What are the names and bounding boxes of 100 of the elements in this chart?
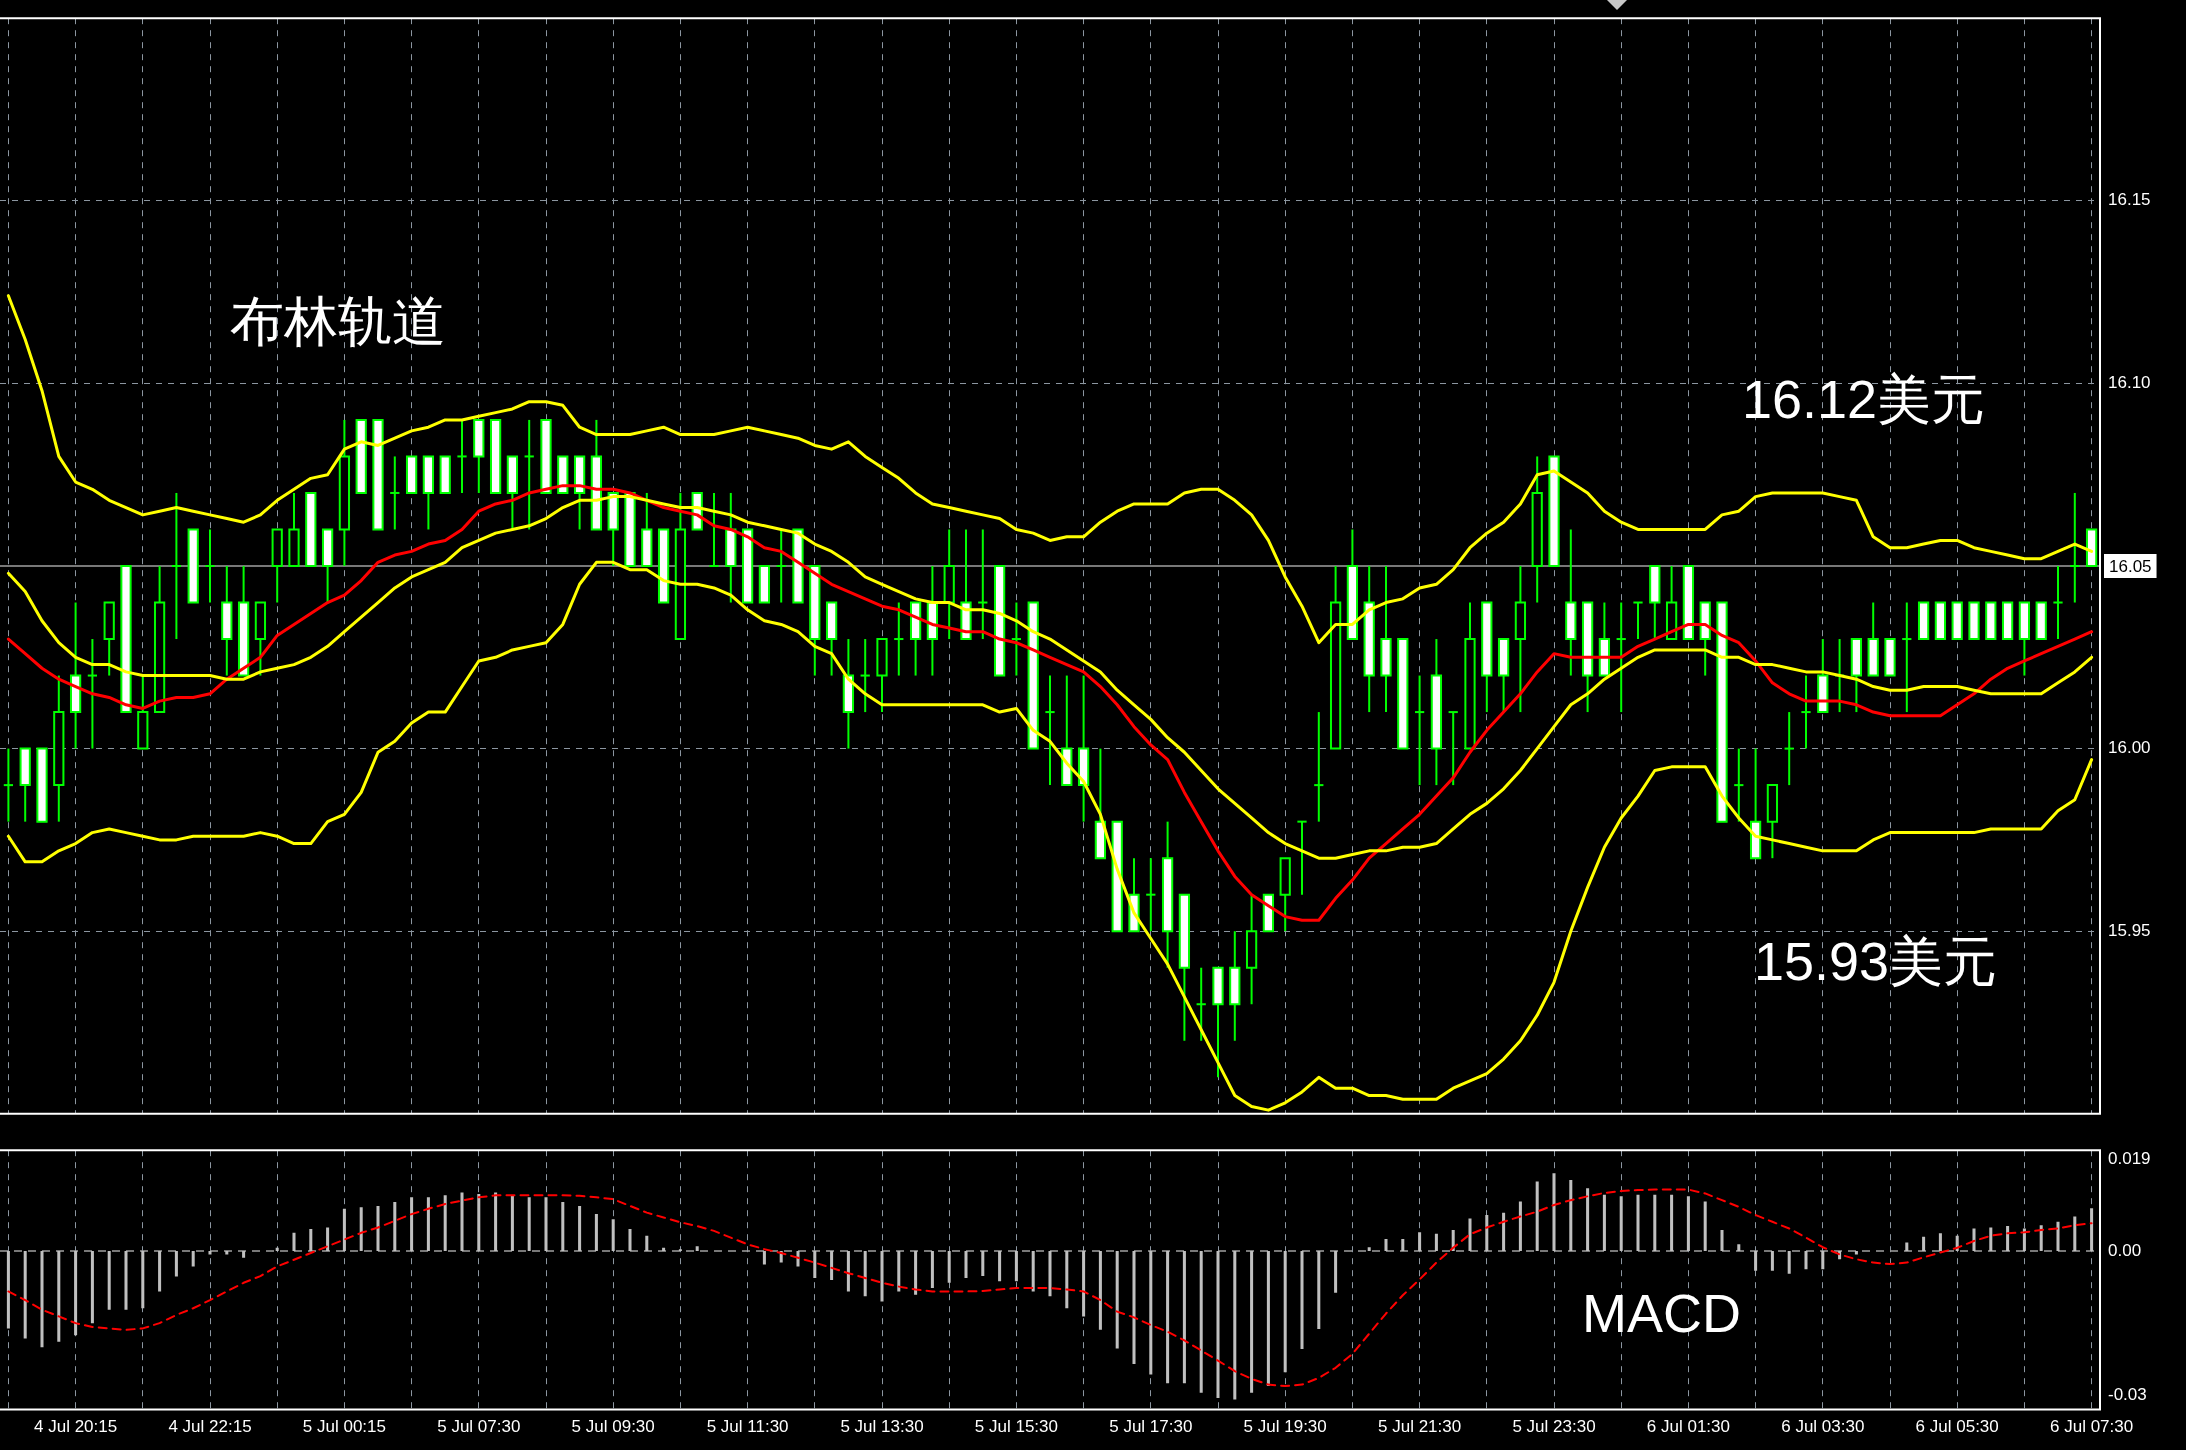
bar — [1770, 1251, 1774, 1271]
bar — [1115, 1251, 1119, 1349]
candlestick — [1632, 601, 1644, 641]
bar — [544, 1197, 548, 1252]
bar — [1569, 1179, 1573, 1252]
bar — [107, 1251, 111, 1310]
bar — [359, 1207, 363, 1252]
bar — [1334, 1251, 1338, 1293]
bar — [292, 1232, 296, 1252]
bar — [1300, 1251, 1304, 1350]
bar — [1434, 1233, 1438, 1252]
bar — [930, 1251, 934, 1289]
bar — [1518, 1201, 1522, 1252]
bar — [527, 1197, 531, 1252]
x-tick-label: 6 Jul 07:30 — [2050, 1417, 2134, 1437]
bar — [897, 1251, 901, 1292]
bar — [141, 1251, 145, 1309]
bar — [611, 1219, 615, 1252]
bar — [1367, 1247, 1371, 1252]
x-tick-label: 5 Jul 15:30 — [974, 1417, 1058, 1437]
bar — [1317, 1251, 1321, 1329]
bar — [393, 1202, 397, 1252]
y-tick-label: -0.03 — [2108, 1384, 2147, 1404]
bar — [662, 1247, 666, 1252]
candlestick — [170, 491, 183, 641]
candlestick — [1010, 601, 1023, 677]
x-tick-label: 6 Jul 05:30 — [1915, 1417, 1999, 1437]
candlestick — [1313, 711, 1325, 823]
bar — [23, 1251, 27, 1339]
bar — [174, 1251, 178, 1277]
bar — [1989, 1227, 1993, 1252]
bar — [74, 1251, 78, 1336]
bar — [1216, 1251, 1220, 1399]
bar — [1065, 1251, 1069, 1309]
bar — [57, 1251, 61, 1342]
bar — [1703, 1201, 1707, 1252]
bar — [1250, 1251, 1254, 1393]
ref-line-label: 16.05 — [2109, 556, 2152, 576]
candlestick — [1413, 674, 1426, 787]
bar — [1754, 1251, 1758, 1271]
bar — [1602, 1194, 1606, 1252]
bar — [1098, 1251, 1102, 1330]
bar — [1283, 1251, 1287, 1373]
x-tick-label: 4 Jul 20:15 — [34, 1417, 118, 1437]
annotation: 布林轨道 — [230, 291, 446, 351]
bar — [124, 1251, 128, 1310]
candlestick — [1145, 857, 1157, 933]
bar — [947, 1251, 951, 1283]
bar — [1535, 1181, 1539, 1252]
candlestick — [977, 528, 989, 641]
bar — [1418, 1232, 1422, 1252]
bar — [2073, 1216, 2077, 1252]
bar — [1485, 1215, 1489, 1252]
bar — [1653, 1194, 1657, 1252]
bar — [191, 1251, 195, 1267]
bar — [1384, 1239, 1388, 1252]
bar — [1938, 1233, 1942, 1252]
bar — [561, 1202, 565, 1252]
candlestick — [859, 638, 871, 714]
annotation: 15.93美元 — [1754, 931, 1998, 991]
candlestick — [1044, 674, 1056, 787]
bar — [1082, 1251, 1086, 1317]
bar — [2056, 1221, 2060, 1252]
x-tick-label: 5 Jul 07:30 — [437, 1417, 521, 1437]
bar — [1720, 1229, 1724, 1252]
bar — [2039, 1225, 2043, 1252]
bar — [1166, 1251, 1170, 1384]
bar — [410, 1197, 414, 1252]
x-tick-label: 6 Jul 01:30 — [1646, 1417, 1730, 1437]
bar — [1670, 1194, 1674, 1252]
bar — [645, 1235, 649, 1252]
x-tick-label: 5 Jul 11:30 — [706, 1417, 789, 1437]
bar — [846, 1251, 850, 1292]
bar — [1401, 1239, 1405, 1252]
x-tick-label: 5 Jul 17:30 — [1109, 1417, 1193, 1437]
bar — [1233, 1251, 1237, 1400]
candlestick — [1733, 747, 1745, 823]
bar — [275, 1247, 279, 1252]
bar — [1636, 1194, 1640, 1252]
x-tick-label: 5 Jul 23:30 — [1512, 1417, 1596, 1437]
bar — [914, 1251, 918, 1295]
bar — [342, 1208, 346, 1252]
candlestick — [2, 747, 15, 823]
bar — [376, 1205, 380, 1252]
annotation: 16.12美元 — [1742, 369, 1986, 429]
bar — [695, 1246, 699, 1252]
bar — [1552, 1173, 1556, 1252]
candlestick — [389, 455, 401, 531]
bar — [494, 1192, 498, 1252]
bar — [1737, 1244, 1741, 1252]
candlestick — [2052, 565, 2064, 641]
bar — [1972, 1228, 1976, 1252]
y-tick-label: 0.00 — [2108, 1240, 2142, 1260]
y-tick-label: 16.15 — [2108, 190, 2151, 210]
candlestick — [1447, 711, 1459, 787]
bar — [762, 1251, 766, 1265]
bar — [880, 1251, 884, 1302]
candlestick — [893, 601, 905, 677]
bar — [510, 1195, 514, 1252]
bar — [40, 1251, 44, 1348]
